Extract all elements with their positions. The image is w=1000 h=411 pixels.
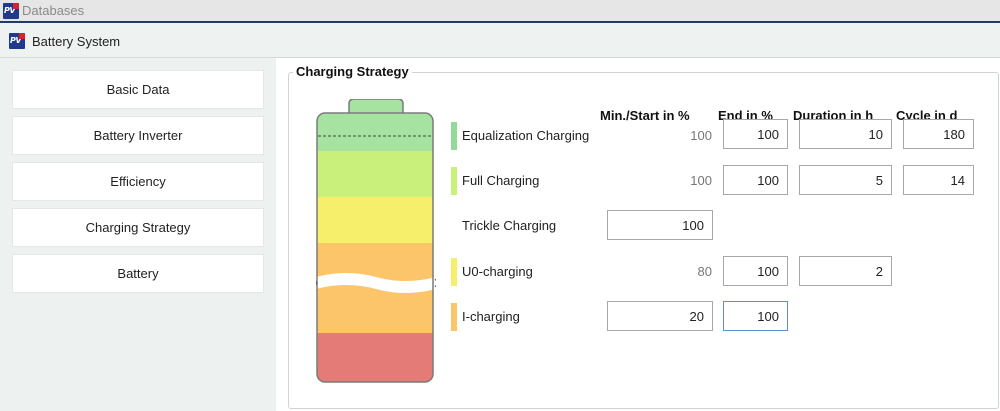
full-min-start: 100 [690, 173, 712, 188]
content-pane: Charging Strategy M [276, 58, 1000, 411]
u0-label: U0-charging [462, 264, 533, 279]
equalization-label: Equalization Charging [462, 128, 590, 143]
equalization-duration-input[interactable] [799, 119, 892, 149]
title-bar: PV Databases [0, 0, 1000, 23]
nav-battery[interactable]: Battery [12, 254, 264, 293]
full-cycle-input[interactable] [903, 165, 974, 195]
nav-charging-strategy[interactable]: Charging Strategy [12, 208, 264, 247]
battery-illustration [316, 99, 436, 383]
col-min-start: Min./Start in % [600, 108, 690, 123]
u0-duration-input[interactable] [799, 256, 892, 286]
battery-break-band [317, 273, 433, 293]
battery-deep-zone [317, 363, 433, 382]
app-title: Databases [22, 3, 85, 18]
battery-equalization-zone [317, 113, 433, 151]
equalization-cycle-input[interactable] [903, 119, 974, 149]
trickle-label: Trickle Charging [462, 218, 557, 233]
u0-color-bar [451, 258, 457, 286]
battery-outline [316, 112, 434, 383]
u0-min-start: 80 [697, 264, 712, 279]
battery-u0-zone [317, 197, 433, 243]
i-label: I-charging [462, 309, 520, 324]
equalization-color-bar [451, 122, 457, 150]
pvsol-logo-icon: PV [9, 33, 25, 49]
u0-end-input[interactable] [723, 256, 788, 286]
nav-battery-inverter[interactable]: Battery Inverter [12, 116, 264, 155]
navigation-pane: Basic Data Battery Inverter Efficiency C… [0, 58, 276, 411]
battery-full-zone [317, 151, 433, 197]
group-title: Charging Strategy [293, 64, 412, 79]
break-mark-left [316, 280, 318, 286]
equalization-end-input[interactable] [723, 119, 788, 149]
charging-strategy-group: Charging Strategy M [288, 64, 999, 409]
battery-cap [348, 99, 404, 115]
i-color-bar [451, 303, 457, 331]
nav-efficiency[interactable]: Efficiency [12, 162, 264, 201]
module-header: PV Battery System [0, 25, 1000, 58]
pvsol-logo-icon: PV [3, 3, 19, 19]
nav-basic-data[interactable]: Basic Data [12, 70, 264, 109]
full-label: Full Charging [462, 173, 540, 188]
i-end-input[interactable] [723, 301, 788, 331]
full-duration-input[interactable] [799, 165, 892, 195]
break-mark-right [434, 278, 436, 288]
full-end-input[interactable] [723, 165, 788, 195]
module-title: Battery System [32, 34, 121, 49]
trickle-min-start-input[interactable] [607, 210, 713, 240]
equalization-min-start: 100 [690, 128, 712, 143]
full-color-bar [451, 167, 457, 195]
i-min-start-input[interactable] [607, 301, 713, 331]
battery-deep-zone-upper [317, 333, 433, 363]
